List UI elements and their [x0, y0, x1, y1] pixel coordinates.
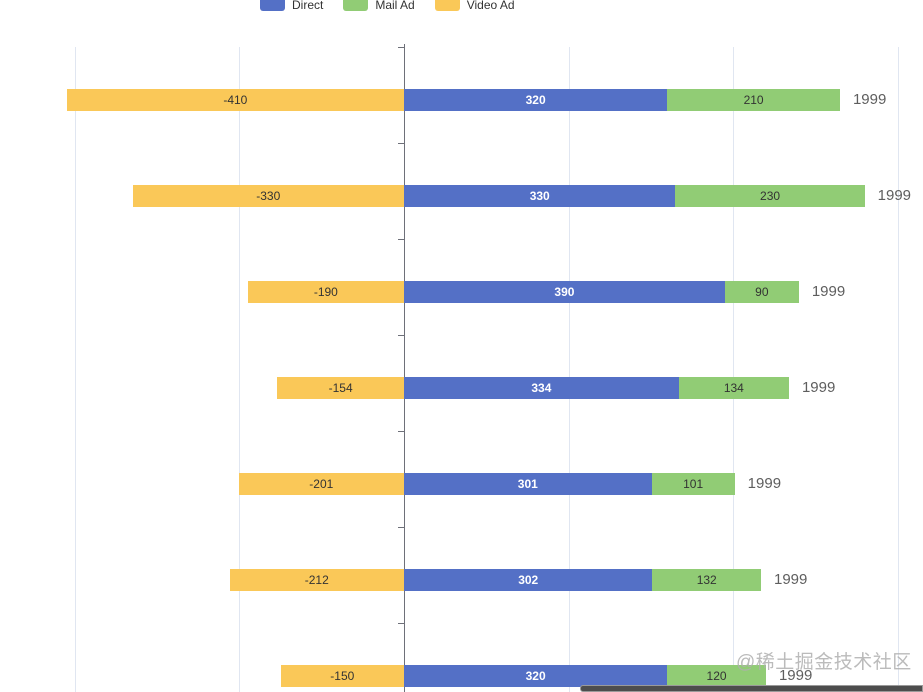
bar-segment-video-ad[interactable]: -410: [66, 89, 404, 111]
bar-segment-video-ad[interactable]: -212: [229, 569, 404, 591]
legend-item-mail-ad[interactable]: Mail Ad: [343, 0, 415, 12]
axis-tick: [398, 239, 404, 240]
bar-segment-mail-ad[interactable]: 101: [651, 473, 735, 495]
axis-tick: [398, 47, 404, 48]
bar-segment-mail-ad[interactable]: 230: [675, 185, 865, 207]
category-label: 1999: [801, 379, 836, 396]
axis-tick: [398, 527, 404, 528]
bar-segment-direct[interactable]: 320: [404, 665, 668, 687]
legend-item-direct[interactable]: Direct: [260, 0, 323, 12]
legend-item-label: Video Ad: [466, 0, 515, 12]
category-label: 1999: [877, 187, 912, 204]
bar-segment-video-ad[interactable]: -201: [238, 473, 404, 495]
legend-item-video-ad[interactable]: Video Ad: [434, 0, 515, 12]
bar-segment-mail-ad[interactable]: 120: [667, 665, 766, 687]
zero-axis-line: [404, 44, 405, 692]
legend-item-label: Direct: [292, 0, 324, 12]
bar-value-label: 320: [525, 93, 546, 107]
bar-value-label: 120: [706, 669, 727, 683]
bar-segment-direct[interactable]: 330: [404, 185, 676, 207]
bar-value-label: -190: [313, 285, 338, 299]
legend-swatch-icon: [260, 0, 285, 11]
bar-segment-video-ad[interactable]: -330: [132, 185, 404, 207]
category-label: 1999: [747, 475, 782, 492]
category-label: 1999: [774, 571, 808, 588]
category-label: 1999: [811, 283, 846, 300]
bar-value-label: 390: [554, 285, 575, 299]
bar-value-label: 334: [531, 381, 552, 395]
bar-value-label: 134: [723, 381, 744, 395]
bar-value-label: 90: [755, 285, 769, 299]
bar-segment-direct[interactable]: 302: [404, 569, 653, 591]
bar-segment-direct[interactable]: 301: [404, 473, 652, 495]
legend-item-label: Mail Ad: [375, 0, 415, 12]
bar-value-label: -212: [304, 573, 329, 587]
bar-value-label: 320: [525, 669, 546, 683]
gridline--200: [239, 47, 241, 692]
axis-tick: [398, 143, 404, 144]
bar-value-label: 302: [518, 573, 539, 587]
bar-segment-mail-ad[interactable]: 210: [667, 89, 840, 111]
bar-segment-video-ad[interactable]: -150: [280, 665, 404, 687]
category-label: 1999: [852, 91, 887, 108]
bar-value-label: 301: [517, 477, 538, 491]
bar-value-label: 230: [760, 189, 781, 203]
bar-value-label: 330: [529, 189, 550, 203]
chart-legend: Direct Mail Ad Video Ad: [260, 0, 515, 12]
bar-value-label: -150: [330, 669, 355, 683]
watermark-text: @稀土掘金技术社区: [736, 652, 912, 673]
gridline--400: [74, 47, 76, 692]
bar-value-label: -201: [309, 477, 334, 491]
bar-value-label: 132: [696, 573, 717, 587]
bar-segment-direct[interactable]: 390: [404, 281, 725, 303]
bar-segment-direct[interactable]: 334: [404, 377, 679, 399]
gridline-400: [733, 47, 735, 692]
bar-segment-video-ad[interactable]: -154: [277, 377, 404, 399]
bar-value-label: 101: [683, 477, 704, 491]
bar-segment-mail-ad[interactable]: 90: [724, 281, 799, 303]
legend-swatch-icon: [343, 0, 369, 11]
bar-segment-mail-ad[interactable]: 132: [652, 569, 761, 591]
bar-segment-mail-ad[interactable]: 134: [678, 377, 789, 399]
axis-tick: [398, 335, 404, 336]
bar-value-label: 210: [743, 93, 764, 107]
gridline-200: [568, 47, 570, 692]
bar-segment-video-ad[interactable]: -190: [247, 281, 404, 303]
legend-swatch-icon: [434, 0, 460, 11]
axis-tick: [398, 431, 404, 432]
bar-segment-direct[interactable]: 320: [404, 89, 668, 111]
bar-value-label: -330: [256, 189, 281, 203]
horizontal-scrollbar-thumb[interactable]: [580, 685, 923, 692]
category-label: 1999: [778, 667, 813, 684]
bar-value-label: -410: [223, 93, 248, 107]
axis-tick: [398, 623, 404, 624]
bar-value-label: -154: [328, 381, 353, 395]
gridline-600: [897, 47, 899, 692]
